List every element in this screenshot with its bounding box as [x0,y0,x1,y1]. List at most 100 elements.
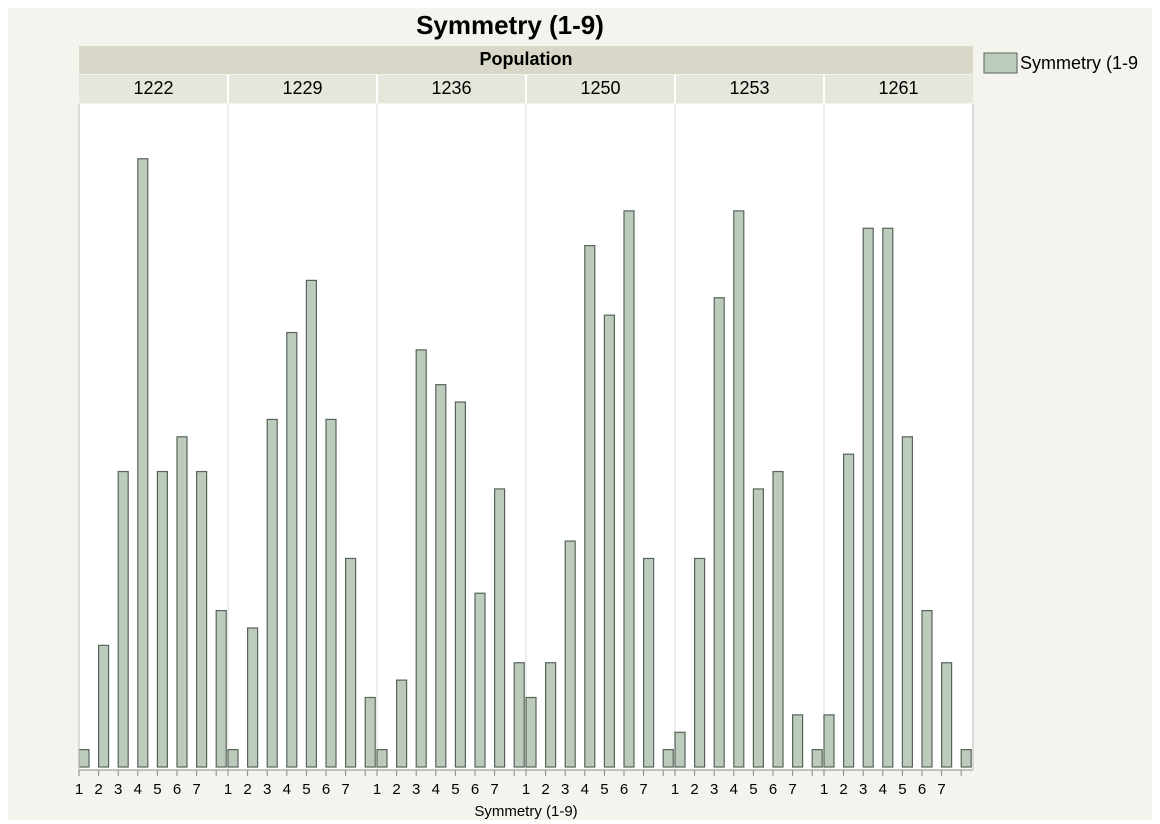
bar [513,662,525,768]
legend-label: Symmetry (1-9 [1020,53,1138,73]
x-tick-label: 1 [522,781,530,798]
x-tick-label: 7 [341,781,349,798]
x-tick-label: 3 [263,781,271,798]
x-tick-label: 5 [302,781,310,798]
x-tick-label: 1 [820,781,828,798]
panel-header [79,75,228,103]
bar [642,557,655,768]
x-tick-label: 1 [75,781,83,798]
bar [752,488,765,768]
x-tick-label: 2 [94,781,102,798]
x-tick-label: 3 [114,781,122,798]
bar [454,401,466,768]
x-tick-label: 2 [243,781,251,798]
x-axis-title: Symmetry (1-9) [474,803,577,820]
x-tick-label: 2 [690,781,698,798]
bar [823,714,835,768]
x-tick-label: 4 [283,781,291,798]
bar [525,696,537,768]
bar [227,749,239,768]
x-tick-label: 3 [561,781,569,798]
panel-label: 1253 [729,78,769,98]
bar [247,627,259,768]
bar [345,557,357,768]
bar [623,210,635,768]
x-tick-label: 3 [710,781,718,798]
x-tick-label: 6 [471,781,479,798]
panel-header [675,75,824,103]
x-tick-label: 6 [620,781,628,798]
bar [584,245,596,768]
x-tick-label: 1 [671,781,679,798]
bar [97,644,110,768]
bar [603,314,616,768]
bar [176,436,188,768]
bar [286,331,298,768]
bar [137,158,149,768]
x-tick-label: 4 [730,781,738,798]
x-tick-label: 4 [581,781,589,798]
chart-title: Symmetry (1-9) [416,10,604,40]
panel-label: 1261 [878,78,918,98]
bar [901,436,914,768]
bar [693,557,706,768]
x-tick-label: 5 [153,781,161,798]
x-tick-label: 5 [600,781,608,798]
facet-label: Population [480,49,573,69]
bar [921,609,933,768]
bar [196,470,208,768]
bar [364,696,376,768]
panel-header [824,75,973,103]
facet-header [79,46,973,74]
bar [862,227,874,768]
bar [882,227,894,768]
x-tick-label: 1 [224,781,232,798]
x-tick-label: 7 [639,781,647,798]
bar [564,540,576,768]
x-tick-label: 4 [879,781,887,798]
x-tick-label: 7 [937,781,945,798]
bar [811,749,823,768]
bar [733,210,745,768]
bar [842,453,855,768]
bar [474,592,486,768]
x-tick-label: 6 [769,781,777,798]
x-tick-label: 4 [432,781,440,798]
x-tick-label: 6 [322,781,330,798]
panel-label: 1250 [580,78,620,98]
x-tick-label: 6 [173,781,181,798]
bar [494,488,506,768]
x-tick-label: 4 [134,781,142,798]
x-tick-label: 5 [749,781,757,798]
bar [544,662,557,768]
x-tick-label: 6 [918,781,926,798]
bar [415,349,427,768]
x-tick-label: 7 [788,781,796,798]
bar [791,714,804,768]
panel-header [228,75,377,103]
bar [156,470,168,768]
legend-swatch [983,52,1018,74]
bar [376,749,388,768]
x-tick-label: 7 [490,781,498,798]
bar [325,418,337,768]
bar [940,662,953,768]
panel-label: 1229 [282,78,322,98]
x-tick-label: 3 [412,781,420,798]
bar [960,749,972,768]
bar [662,749,674,768]
x-tick-label: 2 [392,781,400,798]
panel-header [526,75,675,103]
x-tick-label: 1 [373,781,381,798]
bar [435,384,447,768]
bar [78,749,90,768]
panel-header [377,75,526,103]
bar [713,297,725,768]
bar [772,470,784,768]
x-tick-label: 2 [541,781,549,798]
x-tick-label: 2 [839,781,847,798]
x-tick-label: 5 [898,781,906,798]
panel-label: 1222 [133,78,173,98]
x-tick-label: 3 [859,781,867,798]
